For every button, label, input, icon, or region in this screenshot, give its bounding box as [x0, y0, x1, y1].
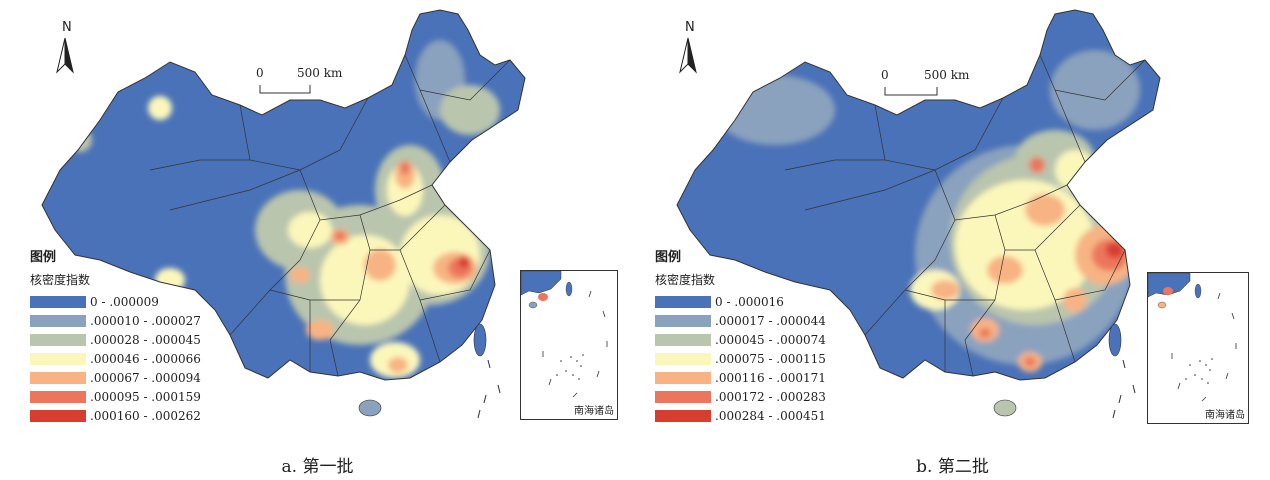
legend-range: .000160 - .000262	[90, 408, 201, 423]
scale-zero: 0	[256, 66, 264, 80]
legend-row: .000067 - .000094	[30, 368, 201, 387]
map-panel-second-batch: N 0 500 km 图例 核密度指数 0 - .000016 .000017 …	[635, 0, 1270, 480]
inset-map	[520, 270, 608, 398]
inset-label: 南海诸岛	[1205, 410, 1245, 421]
province-boundaries	[149, 54, 511, 377]
legend-swatch	[30, 295, 86, 308]
map-panel-first-batch: N 0 500 km 图例 核密度指数 0 - .000009 .000010 …	[30, 9, 618, 477]
legend-swatch	[655, 371, 711, 384]
legend-range: .000095 - .000159	[90, 389, 201, 404]
taiwan-island	[1108, 323, 1122, 357]
hainan-island	[993, 399, 1017, 417]
scale-distance: 500 km	[924, 68, 970, 82]
inset-map	[1147, 272, 1237, 402]
legend-swatch	[655, 295, 711, 308]
south-china-sea-inset: 南海诸岛	[520, 270, 618, 420]
legend-range: .000172 - .000283	[715, 389, 826, 404]
legend-row: .000010 - .000027	[30, 311, 201, 330]
legend-range: .000075 - .000115	[715, 351, 826, 366]
legend-range: .000017 - .000044	[715, 313, 826, 328]
legend-row: .000075 - .000115	[655, 349, 826, 368]
legend-swatch	[655, 314, 711, 327]
scale-zero: 0	[881, 68, 889, 82]
scale-bar	[884, 87, 938, 96]
hainan-island	[358, 399, 382, 417]
legend-title: 图例	[30, 250, 57, 265]
legend-range: .000045 - .000074	[715, 332, 826, 347]
legend-swatch	[655, 352, 711, 365]
density-hotspots	[715, 50, 1140, 372]
legend-swatch	[655, 409, 711, 422]
legend: 图例 核密度指数 0 - .000016 .000017 - .000044 .…	[655, 246, 826, 425]
legend-row: 0 - .000009	[30, 292, 201, 311]
legend-range: .000116 - .000171	[715, 370, 826, 385]
scale-bar	[259, 85, 311, 94]
province-boundaries	[784, 54, 1146, 377]
scale-distance: 500 km	[297, 66, 343, 80]
maritime-boundary-marks	[1112, 359, 1136, 419]
legend-swatch	[655, 333, 711, 346]
legend-range: 0 - .000009	[90, 294, 159, 309]
north-arrow-icon	[679, 37, 697, 74]
legend-row: .000046 - .000066	[30, 349, 201, 368]
legend-subtitle: 核密度指数	[30, 273, 91, 287]
legend-swatch	[30, 390, 86, 403]
legend-swatch	[655, 390, 711, 403]
legend-row: .000172 - .000283	[655, 387, 826, 406]
taiwan-island	[473, 323, 487, 357]
legend-title: 图例	[655, 250, 682, 265]
density-hotspots	[68, 40, 500, 378]
inset-label: 南海诸岛	[574, 406, 614, 417]
legend-range: .000067 - .000094	[90, 370, 201, 385]
legend-range: .000028 - .000045	[90, 332, 201, 347]
legend-swatch	[30, 371, 86, 384]
panel-caption: b. 第二批	[916, 457, 989, 477]
country-outline	[41, 9, 526, 381]
legend-range: .000284 - .000451	[715, 408, 826, 423]
legend-swatch	[30, 409, 86, 422]
legend-swatch	[30, 333, 86, 346]
legend-range: 0 - .000016	[715, 294, 784, 309]
legend-swatch	[30, 314, 86, 327]
legend-row: .000116 - .000171	[655, 368, 826, 387]
legend-range: .000010 - .000027	[90, 313, 201, 328]
legend-row: .000017 - .000044	[655, 311, 826, 330]
kernel-density-map	[676, 9, 1161, 419]
legend-row: .000160 - .000262	[30, 406, 201, 425]
kernel-density-map	[41, 9, 526, 419]
north-arrow-icon	[56, 37, 74, 74]
legend-row: 0 - .000016	[655, 292, 826, 311]
legend-subtitle: 核密度指数	[655, 273, 716, 287]
panel-caption: a. 第一批	[281, 457, 354, 477]
legend-range: .000046 - .000066	[90, 351, 201, 366]
country-outline	[676, 9, 1161, 381]
legend-row: .000095 - .000159	[30, 387, 201, 406]
legend-row: .000045 - .000074	[655, 330, 826, 349]
legend-row: .000284 - .000451	[655, 406, 826, 425]
legend-row: .000028 - .000045	[30, 330, 201, 349]
south-china-sea-inset: 南海诸岛	[1147, 272, 1249, 424]
legend-swatch	[30, 352, 86, 365]
maritime-boundary-marks	[477, 359, 501, 419]
legend: 图例 核密度指数 0 - .000009 .000010 - .000027 .…	[30, 246, 201, 425]
